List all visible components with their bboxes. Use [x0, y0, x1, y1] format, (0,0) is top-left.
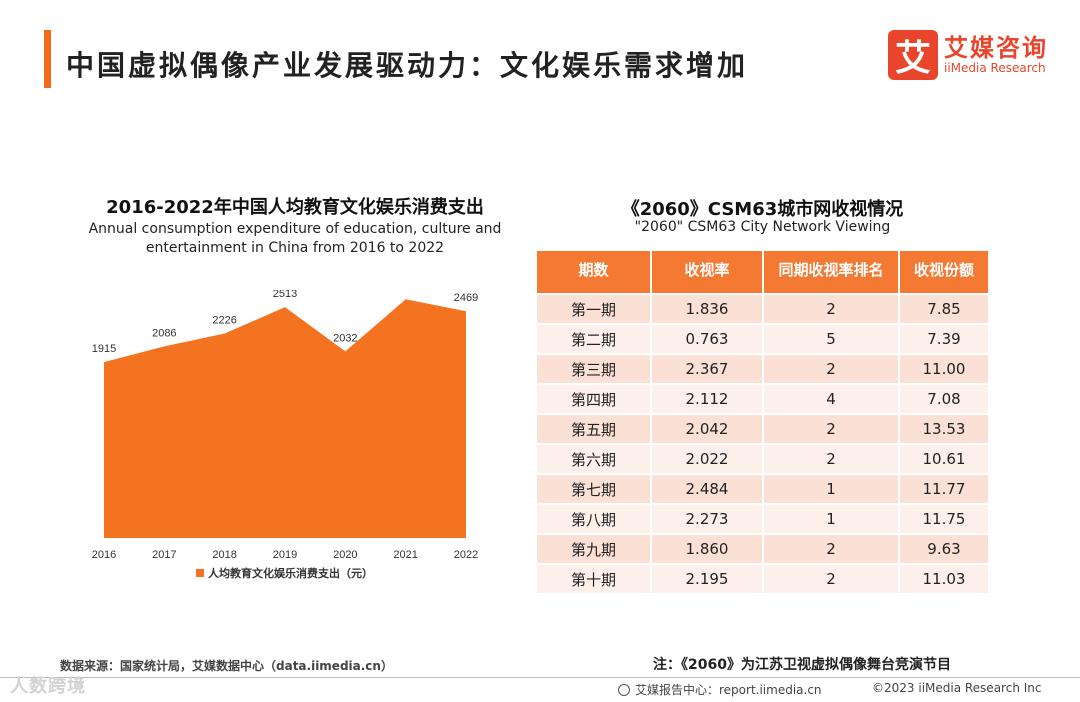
legend-swatch [196, 569, 204, 577]
table-cell: 2 [762, 293, 900, 325]
table-cell: 0.763 [650, 323, 764, 355]
x-tick-label: 2022 [454, 549, 478, 561]
table-row: 第六期 2.022 2 10.61 [535, 443, 990, 475]
table-cell: 11.77 [898, 473, 990, 505]
table-cell: 第八期 [535, 503, 652, 535]
table-cell: 1.836 [650, 293, 764, 325]
table-row: 第八期 2.273 1 11.75 [535, 503, 990, 535]
data-label: 2513 [273, 290, 297, 300]
table-cell: 第五期 [535, 413, 652, 445]
logo-en: iiMedia Research [944, 61, 1046, 75]
x-tick-label: 2021 [393, 549, 417, 561]
table-cell: 1.860 [650, 533, 764, 565]
table-cell: 第二期 [535, 323, 652, 355]
viewing-table: 期数 收视率 同期收视率排名 收视份额 第一期 1.836 2 7.85 第二期 0.76… [535, 249, 990, 595]
table-cell: 13.53 [898, 413, 990, 445]
table-cell: 11.03 [898, 563, 990, 595]
table-cell: 第九期 [535, 533, 652, 565]
area-series [104, 299, 466, 538]
table-cell: 1 [762, 503, 900, 535]
table-cell: 2 [762, 563, 900, 595]
page-title: 中国虚拟偶像产业发展驱动力：文化娱乐需求增加 [66, 49, 749, 82]
legend-label: 人均教育文化娱乐消费支出（元） [208, 566, 373, 580]
table-row: 第十期 2.195 2 11.03 [535, 563, 990, 595]
table-header-cell: 同期收视率排名 [762, 249, 900, 295]
table-cell: 10.61 [898, 443, 990, 475]
table-cell: 第六期 [535, 443, 652, 475]
table-cell: 2.484 [650, 473, 764, 505]
globe-icon [618, 683, 630, 696]
table-header-cell: 收视率 [650, 249, 764, 295]
table-cell: 2 [762, 533, 900, 565]
table-header-row: 期数 收视率 同期收视率排名 收视份额 [535, 249, 990, 295]
table-cell: 2 [762, 413, 900, 445]
x-tick-label: 2019 [273, 549, 297, 561]
table-cell: 第三期 [535, 353, 652, 385]
table-cell: 11.75 [898, 503, 990, 535]
chart-subtitle: Annual consumption expenditure of educat… [88, 221, 502, 256]
x-tick-label: 2017 [152, 549, 176, 561]
table-cell: 9.63 [898, 533, 990, 565]
table-cell: 2.022 [650, 443, 764, 475]
table-cell: 2 [762, 353, 900, 385]
table-row: 第二期 0.763 5 7.39 [535, 323, 990, 355]
table-cell: 2.042 [650, 413, 764, 445]
table-cell: 第一期 [535, 293, 652, 325]
table-cell: 2.195 [650, 563, 764, 595]
brand-logo: 艾 艾媒咨询 iiMedia Research [888, 30, 1048, 80]
table-cell: 7.39 [898, 323, 990, 355]
footer-copyright: ©2023 iiMedia Research Inc [872, 681, 1042, 695]
logo-mark: 艾 [888, 30, 938, 80]
data-label: 2086 [152, 327, 176, 339]
table-cell: 第四期 [535, 383, 652, 415]
table-subtitle: "2060" CSM63 City Network Viewing [634, 219, 891, 235]
area-chart: 1915 2086 2226 2513 2032 2599 2469 2016 2017 2018… [92, 290, 478, 580]
watermark: 人数跨境 [10, 676, 86, 697]
table-header-cell: 收视份额 [898, 249, 990, 295]
table-cell: 1 [762, 473, 900, 505]
data-label: 2226 [212, 315, 236, 327]
table-row: 第五期 2.042 2 13.53 [535, 413, 990, 445]
data-label: 1915 [92, 343, 116, 355]
table-cell: 5 [762, 323, 900, 355]
table-title: 《2060》CSM63城市网收视情况 [621, 199, 904, 220]
table-cell: 第七期 [535, 473, 652, 505]
x-tick-label: 2018 [212, 549, 236, 561]
footer-source: 数据来源：国家统计局，艾媒数据中心（data.iimedia.cn） [60, 659, 393, 673]
footer-report: 艾媒报告中心：report.iimedia.cn [618, 681, 822, 698]
logo-cn: 艾媒咨询 [944, 34, 1048, 62]
table-cell: 2.367 [650, 353, 764, 385]
table-cell: 7.08 [898, 383, 990, 415]
table-cell: 2.112 [650, 383, 764, 415]
title-accent-bar [44, 30, 51, 88]
table-cell: 7.85 [898, 293, 990, 325]
logo-text: 艾媒咨询 iiMedia Research [944, 35, 1048, 75]
table-cell: 2 [762, 443, 900, 475]
table-cell: 第十期 [535, 563, 652, 595]
x-tick-label: 2016 [92, 549, 116, 561]
table-row: 第四期 2.112 4 7.08 [535, 383, 990, 415]
table-cell: 2.273 [650, 503, 764, 535]
data-label: 2469 [454, 292, 478, 304]
table-header-cell: 期数 [535, 249, 652, 295]
table-row: 第九期 1.860 2 9.63 [535, 533, 990, 565]
chart-title: 2016-2022年中国人均教育文化娱乐消费支出 [106, 197, 484, 218]
footer-divider [0, 677, 1080, 678]
data-label: 2032 [333, 332, 357, 344]
table-row: 第一期 1.836 2 7.85 [535, 293, 990, 325]
data-label: 2599 [393, 290, 417, 292]
x-tick-label: 2020 [333, 549, 357, 561]
table-row: 第七期 2.484 1 11.77 [535, 473, 990, 505]
footer-note: 注：《2060》为江苏卫视虚拟偶像舞台竞演节目 [653, 657, 951, 673]
footer-report-text: 艾媒报告中心：report.iimedia.cn [635, 683, 822, 697]
table-cell: 4 [762, 383, 900, 415]
table-cell: 11.00 [898, 353, 990, 385]
table-row: 第三期 2.367 2 11.00 [535, 353, 990, 385]
